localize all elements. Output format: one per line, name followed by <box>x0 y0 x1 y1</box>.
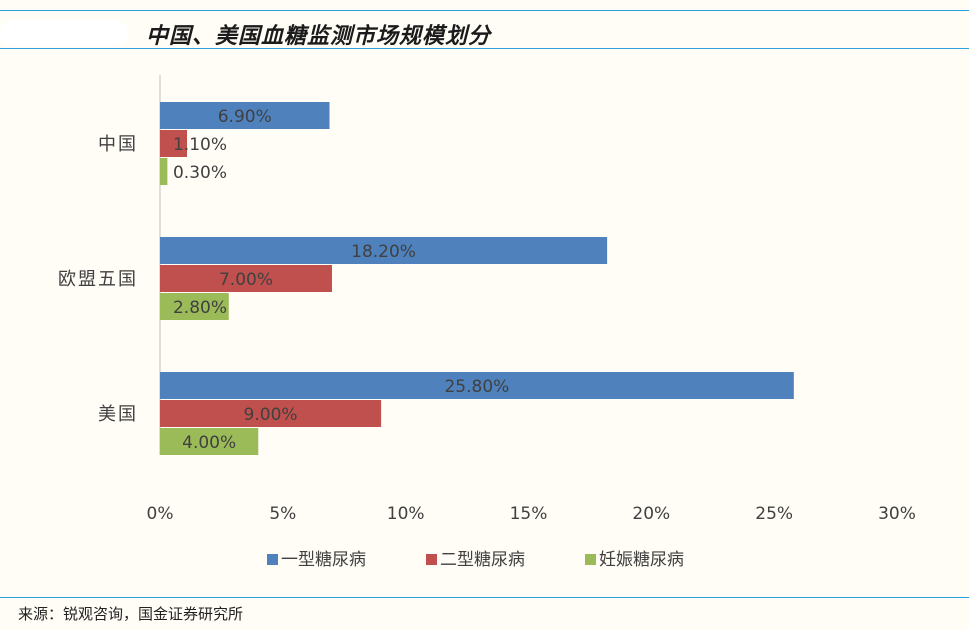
bar <box>160 372 794 399</box>
page-title: 中国、美国血糖监测市场规模划分 <box>146 23 492 49</box>
chart-svg: 6.90% 1.10% 0.30% 中国 18.20% 7.00% 2.80% 欧盟五国 25.… <box>58 75 916 570</box>
title-bar: 中国、美国血糖监测市场规模划分 <box>0 12 969 49</box>
bar <box>160 265 332 292</box>
x-tick-label: 20% <box>632 504 670 524</box>
x-tick-label: 5% <box>269 504 296 524</box>
bar <box>160 293 229 320</box>
data-label: 1.10% <box>173 135 227 155</box>
data-label: 6.90% <box>218 107 272 127</box>
legend-label: 一型糖尿病 <box>281 550 366 570</box>
bottom-rule <box>0 597 969 598</box>
category-label: 美国 <box>98 404 138 425</box>
legend-swatch <box>267 554 278 565</box>
redaction-blob <box>0 20 128 46</box>
x-tick-label: 30% <box>878 504 916 524</box>
data-label: 0.30% <box>173 163 227 183</box>
legend-swatch <box>426 554 437 565</box>
data-label: 2.80% <box>173 298 227 318</box>
source-note: 来源：锐观咨询，国金证券研究所 <box>18 605 244 623</box>
data-label: 9.00% <box>244 405 298 425</box>
bar-chart: 6.90% 1.10% 0.30% 中国 18.20% 7.00% 2.80% 欧盟五国 25.… <box>0 50 969 595</box>
bar <box>160 102 330 129</box>
title-rule <box>0 48 969 49</box>
bar <box>160 237 608 264</box>
data-label: 4.00% <box>182 433 236 453</box>
x-tick-label: 0% <box>147 504 174 524</box>
x-tick-label: 15% <box>510 504 548 524</box>
legend-label: 二型糖尿病 <box>440 550 525 570</box>
top-rule <box>0 10 969 11</box>
legend-swatch <box>585 554 596 565</box>
data-label: 18.20% <box>351 242 416 262</box>
bar <box>160 428 259 455</box>
data-label: 25.80% <box>444 377 509 397</box>
x-tick-label: 10% <box>387 504 425 524</box>
data-label: 7.00% <box>219 270 273 290</box>
category-label: 中国 <box>98 134 138 155</box>
bar <box>160 158 168 185</box>
legend-label: 妊娠糖尿病 <box>599 550 684 570</box>
x-tick-label: 25% <box>755 504 793 524</box>
bar <box>160 400 382 427</box>
bar <box>160 130 188 157</box>
category-label: 欧盟五国 <box>58 269 138 290</box>
